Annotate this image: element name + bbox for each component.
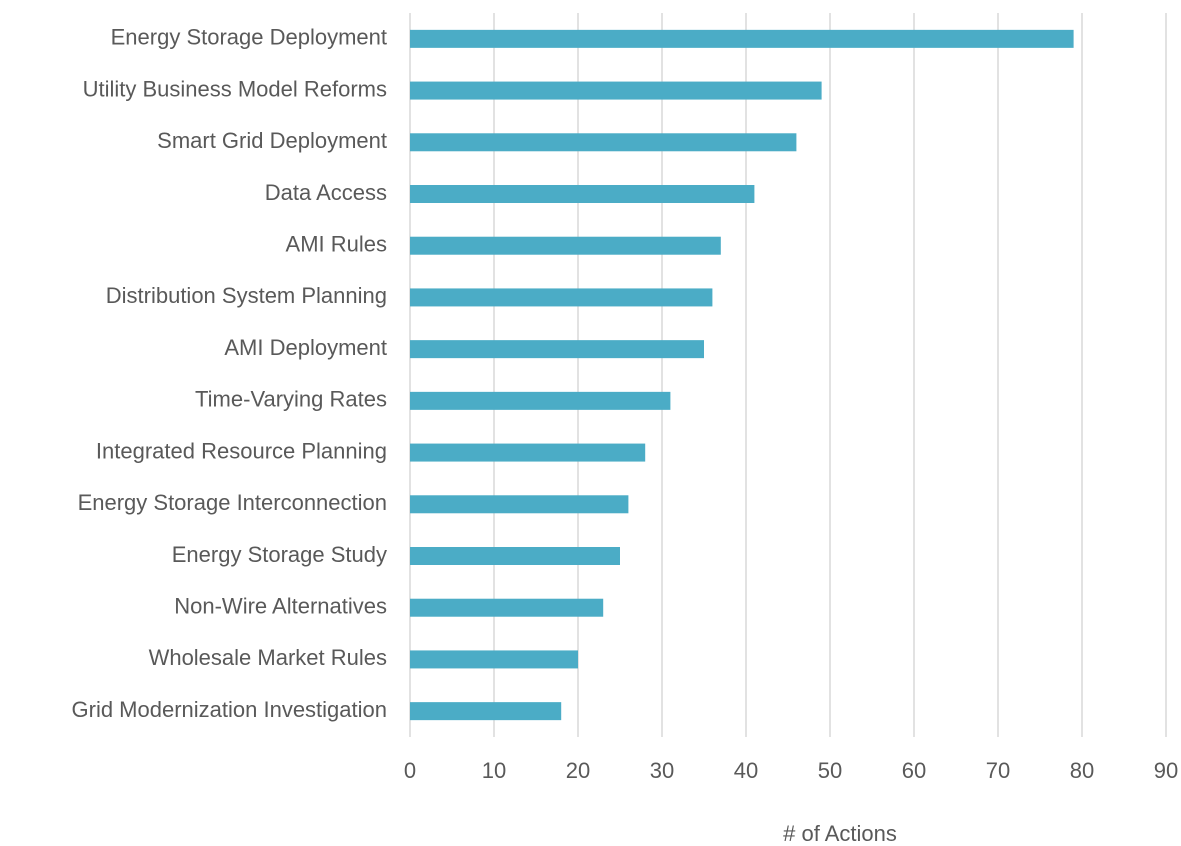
x-tick-label: 40	[734, 758, 758, 783]
y-tick-label: Wholesale Market Rules	[149, 645, 387, 670]
bar	[410, 443, 646, 462]
y-tick-label: Distribution System Planning	[106, 283, 387, 308]
x-tick-label: 80	[1070, 758, 1094, 783]
bar	[410, 340, 704, 359]
x-tick-label: 50	[818, 758, 842, 783]
y-tick-label: Data Access	[265, 180, 387, 205]
bar	[410, 702, 562, 721]
y-tick-label: Smart Grid Deployment	[157, 128, 387, 153]
bar	[410, 236, 721, 255]
x-tick-label: 60	[902, 758, 926, 783]
bar	[410, 29, 1074, 48]
x-tick-label: 30	[650, 758, 674, 783]
y-tick-label: Utility Business Model Reforms	[83, 76, 387, 101]
x-axis-title: # of Actions	[783, 821, 897, 846]
y-tick-label: Non-Wire Alternatives	[174, 594, 387, 619]
x-tick-label: 20	[566, 758, 590, 783]
bar	[410, 598, 604, 617]
y-tick-label: Energy Storage Deployment	[111, 25, 387, 50]
y-tick-label: Energy Storage Study	[172, 542, 387, 567]
bar	[410, 547, 620, 565]
x-tick-label: 10	[482, 758, 506, 783]
y-tick-label: Energy Storage Interconnection	[78, 490, 387, 515]
y-tick-label: Integrated Resource Planning	[96, 438, 387, 463]
bar	[410, 81, 822, 100]
bar	[410, 133, 797, 152]
y-tick-label: Time-Varying Rates	[195, 387, 387, 412]
y-tick-label: AMI Deployment	[224, 335, 387, 360]
x-tick-label: 70	[986, 758, 1010, 783]
x-tick-label: 0	[404, 758, 416, 783]
y-tick-label: Grid Modernization Investigation	[72, 697, 388, 722]
y-tick-label: AMI Rules	[286, 232, 387, 257]
bar	[410, 650, 578, 669]
x-tick-label: 90	[1154, 758, 1178, 783]
bar	[410, 185, 755, 203]
bar	[410, 495, 629, 514]
bar	[410, 288, 713, 307]
bar	[410, 391, 671, 410]
